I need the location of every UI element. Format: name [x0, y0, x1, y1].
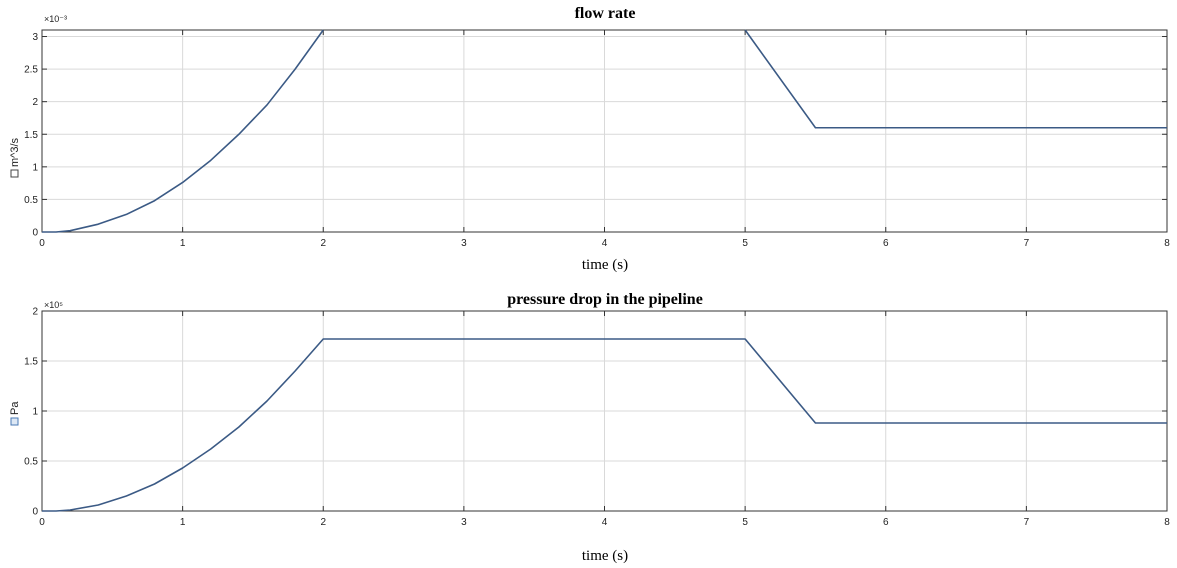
pressure-drop-ylabel: Pa [9, 401, 21, 415]
flow-rate-x-tick-label: 2 [320, 238, 326, 249]
pressure-drop-x-tick-label: 5 [742, 517, 748, 528]
pressure-drop-x-tick-label: 2 [320, 517, 326, 528]
flow-rate-series [42, 29, 1167, 233]
flow-rate-y-tick-label: 3 [32, 32, 38, 43]
flow-rate-x-tick-label: 1 [180, 238, 186, 249]
flow-rate-series-line [42, 29, 1167, 233]
flow-rate-ylabel-group: m^3/s [9, 138, 21, 178]
flow-rate-y-tick-label: 0.5 [24, 195, 38, 206]
pressure-drop-y-tick-label: 1.5 [24, 357, 38, 368]
pressure-drop-x-tick-label: 0 [39, 517, 45, 528]
flow-rate-panel: flow rate ×10⁻³ 0 1 2 3 4 5 6 7 8 0 0.5 1 1.5 2 2.5 3 m… [9, 5, 1170, 273]
flow-rate-y-tick-label: 2 [32, 97, 38, 108]
flow-rate-exponent: ×10⁻³ [44, 14, 67, 24]
pressure-drop-y-tick-label: 0 [32, 507, 38, 518]
pressure-drop-ylabel-marker-icon [10, 417, 19, 426]
flow-rate-grid [42, 30, 1167, 232]
pressure-drop-series [42, 338, 1167, 512]
pressure-drop-y-tick-label: 0.5 [24, 457, 38, 468]
pressure-drop-x-tick-label: 3 [461, 517, 467, 528]
flow-rate-x-tick-label: 7 [1024, 238, 1030, 249]
pressure-drop-x-tick-label: 7 [1024, 517, 1030, 528]
pressure-drop-x-tick-label: 6 [883, 517, 889, 528]
flow-rate-ticks: 0 1 2 3 4 5 6 7 8 0 0.5 1 1.5 2 2.5 3 [24, 30, 1170, 249]
pressure-drop-x-tick-label: 4 [602, 517, 608, 528]
pressure-drop-xlabel: time (s) [582, 548, 628, 564]
flow-rate-x-tick-label: 0 [39, 238, 45, 249]
flow-rate-x-tick-label: 6 [883, 238, 889, 249]
pressure-drop-ylabel-group: Pa [9, 401, 21, 426]
flow-rate-x-tick-label: 3 [461, 238, 467, 249]
flow-rate-title: flow rate [575, 5, 636, 22]
flow-rate-y-tick-label: 0 [32, 228, 38, 239]
pressure-drop-y-tick-label: 2 [32, 307, 38, 318]
pressure-drop-series-line [42, 338, 1167, 512]
flow-rate-y-tick-label: 1.5 [24, 130, 38, 141]
pressure-drop-grid [42, 311, 1167, 511]
pressure-drop-x-tick-label: 8 [1164, 517, 1170, 528]
pressure-drop-y-tick-label: 1 [32, 407, 38, 418]
flow-rate-x-tick-label: 4 [602, 238, 608, 249]
flow-rate-ylabel: m^3/s [9, 138, 21, 167]
flow-rate-x-tick-label: 5 [742, 238, 748, 249]
pressure-drop-ticks: 0 1 2 3 4 5 6 7 8 0 0.5 1 1.5 2 [24, 307, 1170, 529]
flow-rate-y-tick-label: 2.5 [24, 65, 38, 76]
pressure-drop-panel: pressure drop in the pipeline ×10⁵ 0 1 2 3 4… [9, 291, 1170, 564]
pressure-drop-x-tick-label: 1 [180, 517, 186, 528]
flow-rate-xlabel: time (s) [582, 257, 628, 273]
flow-rate-y-tick-label: 1 [32, 162, 38, 173]
flow-rate-ylabel-marker-icon [10, 169, 19, 178]
pressure-drop-title: pressure drop in the pipeline [507, 291, 703, 308]
pressure-drop-exponent: ×10⁵ [44, 300, 63, 310]
flow-rate-x-tick-label: 8 [1164, 238, 1170, 249]
